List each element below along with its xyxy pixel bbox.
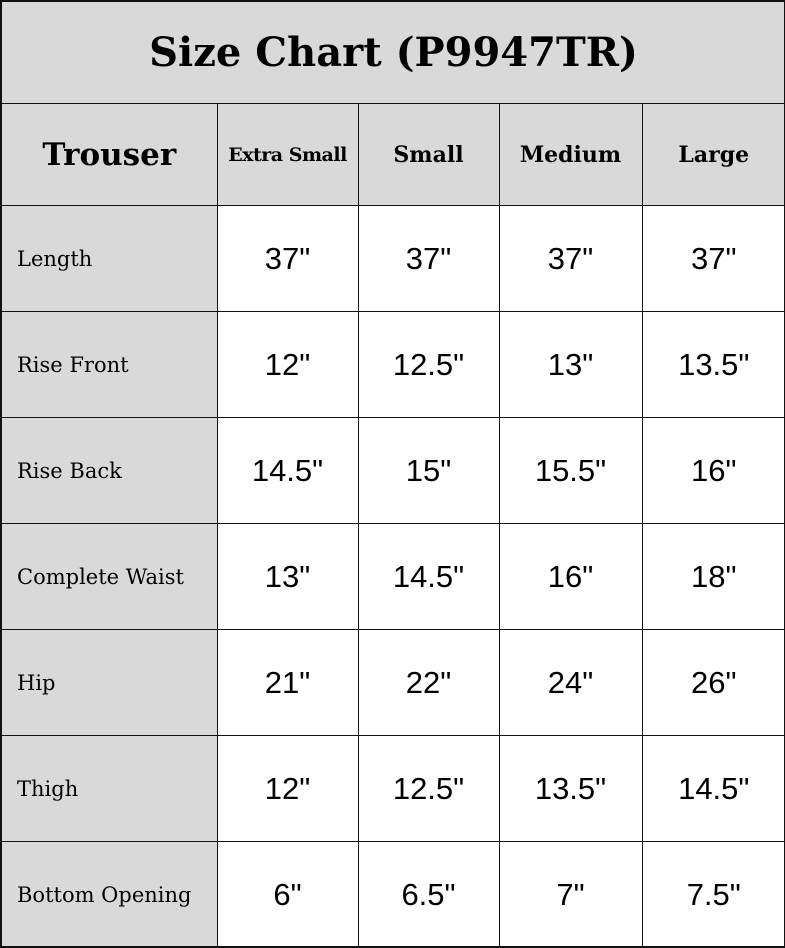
- corner-header: Trouser: [2, 103, 218, 206]
- size-value: 13.5": [498, 735, 643, 842]
- size-value: 6.5": [357, 841, 500, 946]
- size-value: 21": [216, 629, 359, 736]
- table-row: Thigh 12" 12.5" 13.5" 14.5": [2, 735, 784, 842]
- row-label: Rise Back: [2, 417, 218, 524]
- row-label: Complete Waist: [2, 523, 218, 630]
- size-value: 7": [498, 841, 643, 946]
- chart-title: Size Chart (P9947TR): [2, 2, 784, 104]
- row-label: Bottom Opening: [2, 841, 218, 946]
- size-value: 37": [216, 205, 359, 312]
- row-label: Length: [2, 205, 218, 312]
- size-value: 22": [357, 629, 500, 736]
- size-value: 37": [357, 205, 500, 312]
- row-label: Hip: [2, 629, 218, 736]
- size-value: 24": [498, 629, 643, 736]
- size-value: 12": [216, 311, 359, 418]
- size-value: 6": [216, 841, 359, 946]
- size-value: 14.5": [641, 735, 784, 842]
- table-row: Complete Waist 13" 14.5" 16" 18": [2, 523, 784, 630]
- size-value: 37": [498, 205, 643, 312]
- row-label: Rise Front: [2, 311, 218, 418]
- size-value: 14.5": [357, 523, 500, 630]
- size-header: Small: [357, 103, 500, 206]
- size-value: 12.5": [357, 735, 500, 842]
- table-row: Hip 21" 22" 24" 26": [2, 629, 784, 736]
- size-value: 12": [216, 735, 359, 842]
- size-value: 18": [641, 523, 784, 630]
- size-value: 16": [498, 523, 643, 630]
- row-label: Thigh: [2, 735, 218, 842]
- header-row: Trouser Extra Small Small Medium Large: [2, 103, 784, 206]
- size-header: Extra Small: [216, 103, 359, 206]
- table-row: Rise Back 14.5" 15" 15.5" 16": [2, 417, 784, 524]
- size-value: 15.5": [498, 417, 643, 524]
- table-row: Rise Front 12" 12.5" 13" 13.5": [2, 311, 784, 418]
- size-value: 15": [357, 417, 500, 524]
- size-value: 7.5": [641, 841, 784, 946]
- size-value: 26": [641, 629, 784, 736]
- size-value: 13": [216, 523, 359, 630]
- size-value: 14.5": [216, 417, 359, 524]
- size-value: 13": [498, 311, 643, 418]
- table-row: Bottom Opening 6" 6.5" 7" 7.5": [2, 841, 784, 946]
- table-row: Length 37" 37" 37" 37": [2, 205, 784, 312]
- size-value: 12.5": [357, 311, 500, 418]
- size-value: 16": [641, 417, 784, 524]
- size-header: Medium: [498, 103, 643, 206]
- size-header: Large: [641, 103, 784, 206]
- size-value: 37": [641, 205, 784, 312]
- size-value: 13.5": [641, 311, 784, 418]
